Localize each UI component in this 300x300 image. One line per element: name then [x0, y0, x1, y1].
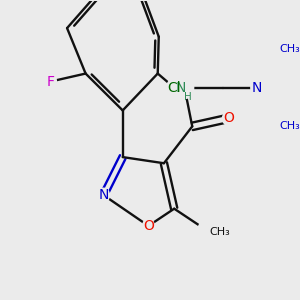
Text: O: O [223, 111, 234, 125]
Text: O: O [143, 219, 154, 233]
Circle shape [176, 77, 194, 99]
Text: Cl: Cl [167, 81, 181, 95]
Text: N: N [98, 188, 109, 202]
Text: N: N [251, 81, 262, 95]
Circle shape [167, 79, 182, 97]
Text: N: N [176, 81, 186, 95]
Circle shape [98, 188, 109, 202]
Circle shape [198, 218, 221, 246]
Circle shape [223, 112, 234, 125]
Text: CH₃: CH₃ [280, 44, 300, 54]
Text: H: H [184, 92, 192, 102]
Circle shape [268, 112, 292, 140]
Text: CH₃: CH₃ [280, 122, 300, 131]
Text: CH₃: CH₃ [209, 227, 230, 237]
Circle shape [268, 35, 292, 63]
Circle shape [251, 81, 262, 94]
Circle shape [142, 219, 154, 233]
Circle shape [45, 75, 56, 88]
Text: F: F [46, 74, 55, 88]
